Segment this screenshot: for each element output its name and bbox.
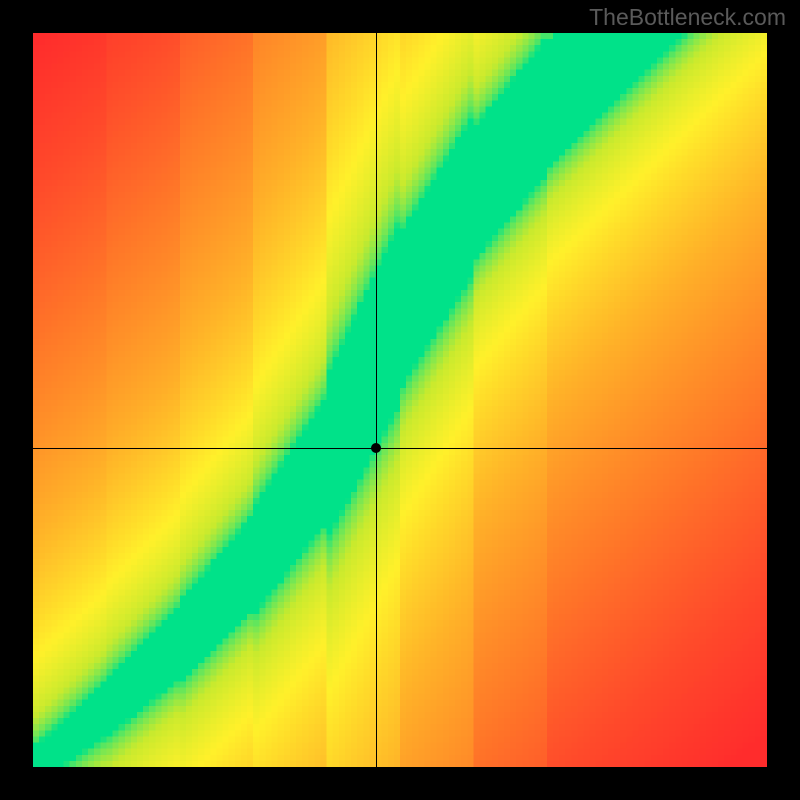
- heatmap-canvas: [33, 33, 767, 767]
- crosshair-horizontal: [33, 448, 767, 449]
- heatmap-chart: [33, 33, 767, 767]
- analysis-point: [371, 443, 381, 453]
- crosshair-vertical: [376, 33, 377, 767]
- watermark-text: TheBottleneck.com: [589, 4, 786, 31]
